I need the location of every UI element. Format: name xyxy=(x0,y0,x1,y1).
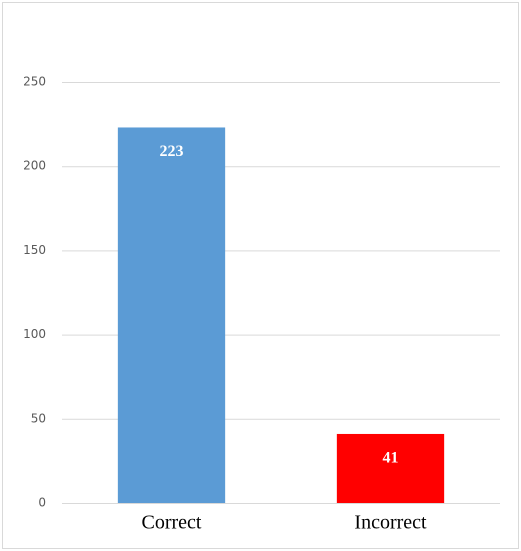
y-tick-label: 100 xyxy=(23,327,46,341)
bar xyxy=(117,127,226,503)
y-tick-label: 150 xyxy=(23,243,46,257)
y-tick-label: 50 xyxy=(31,411,46,425)
y-tick-label: 200 xyxy=(23,159,46,173)
y-tick-label: 250 xyxy=(23,75,46,89)
bar xyxy=(336,433,445,503)
data-label: 223 xyxy=(160,143,184,160)
y-tick-label: 0 xyxy=(38,496,46,510)
x-tick-label: Correct xyxy=(142,512,202,534)
x-tick-label: Incorrect xyxy=(354,512,427,534)
data-label: 41 xyxy=(383,450,399,467)
